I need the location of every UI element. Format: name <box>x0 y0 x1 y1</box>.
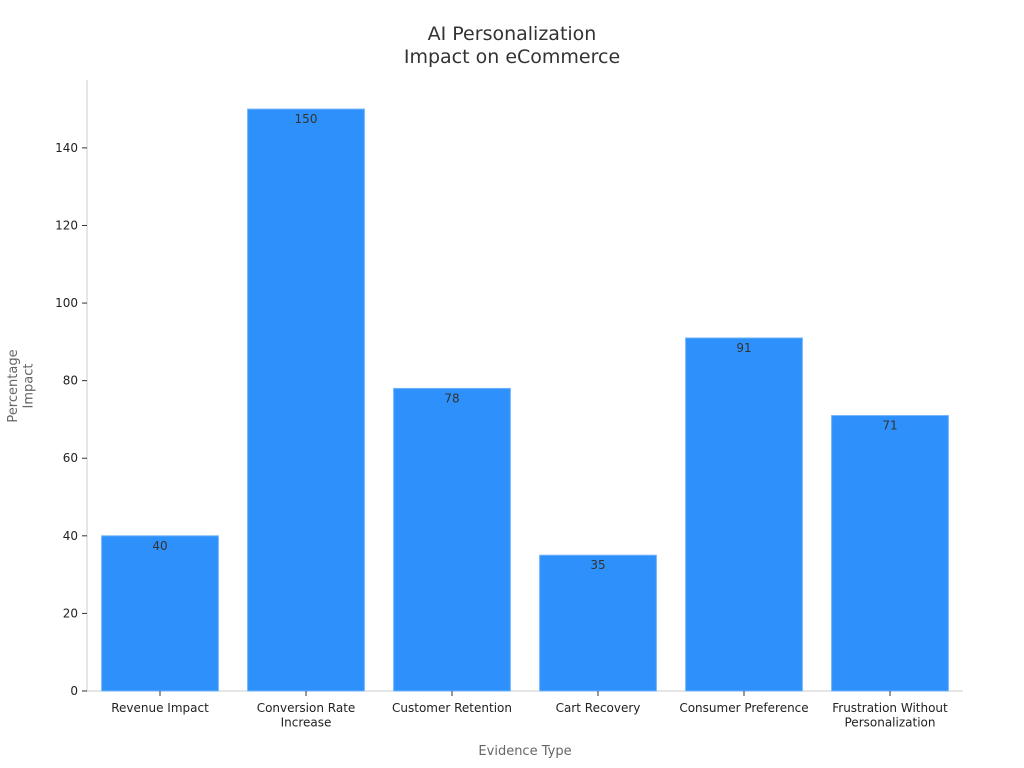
y-tick-label: 20 <box>63 606 78 620</box>
value-label: 71 <box>882 419 897 433</box>
x-tick-label: Frustration Without Personalization <box>832 701 948 729</box>
value-label: 40 <box>152 539 167 553</box>
y-tick-label: 80 <box>63 374 78 388</box>
bar <box>393 387 511 692</box>
x-tick-label: Conversion Rate Increase <box>257 701 356 729</box>
bar <box>539 554 657 692</box>
y-tick-label: 100 <box>55 296 78 310</box>
bar <box>247 108 365 692</box>
value-label: 91 <box>736 341 751 355</box>
value-label: 78 <box>444 391 459 405</box>
x-axis-label: Evidence Type <box>478 744 571 759</box>
x-tick-label: Revenue Impact <box>111 701 209 715</box>
y-tick-label: 140 <box>55 141 78 155</box>
x-tick-label: Cart Recovery <box>556 701 641 715</box>
bar <box>685 337 803 692</box>
y-axis-label: PercentageImpact <box>6 349 37 422</box>
x-tick-label: Consumer Preference <box>679 701 808 715</box>
y-tick-label: 0 <box>70 684 78 698</box>
chart-title: AI Personalization Impact on eCommerce <box>404 23 620 68</box>
value-label: 35 <box>590 558 605 572</box>
value-label: 150 <box>295 112 318 126</box>
y-tick-label: 40 <box>63 529 78 543</box>
y-tick-label: 60 <box>63 451 78 465</box>
x-tick-label: Customer Retention <box>392 701 512 715</box>
y-tick-label: 120 <box>55 218 78 232</box>
bar <box>101 535 219 692</box>
bar <box>831 415 949 692</box>
